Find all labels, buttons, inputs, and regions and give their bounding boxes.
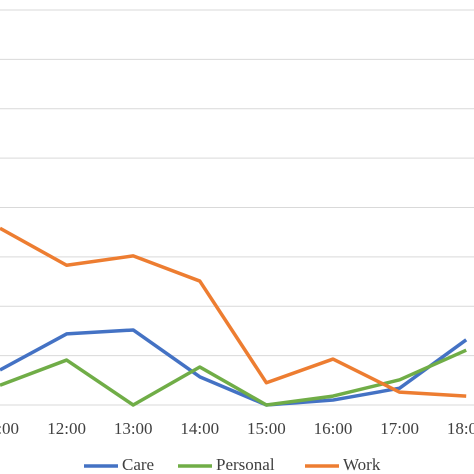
x-tick-label: 16:00 [314,419,353,438]
legend-label: Care [122,455,154,474]
x-tick-label: 11:00 [0,419,19,438]
legend-label: Work [343,455,381,474]
x-tick-label: 14:00 [180,419,219,438]
x-tick-label: 18:00 [447,419,474,438]
x-tick-label: 13:00 [114,419,153,438]
series-line [0,328,468,407]
x-tick-label: 15:00 [247,419,286,438]
series-line [0,348,467,407]
x-tick-label: 17:00 [380,419,419,438]
x-tick-label: 12:00 [47,419,86,438]
legend-label: Personal [216,455,275,474]
series-line [0,226,467,398]
